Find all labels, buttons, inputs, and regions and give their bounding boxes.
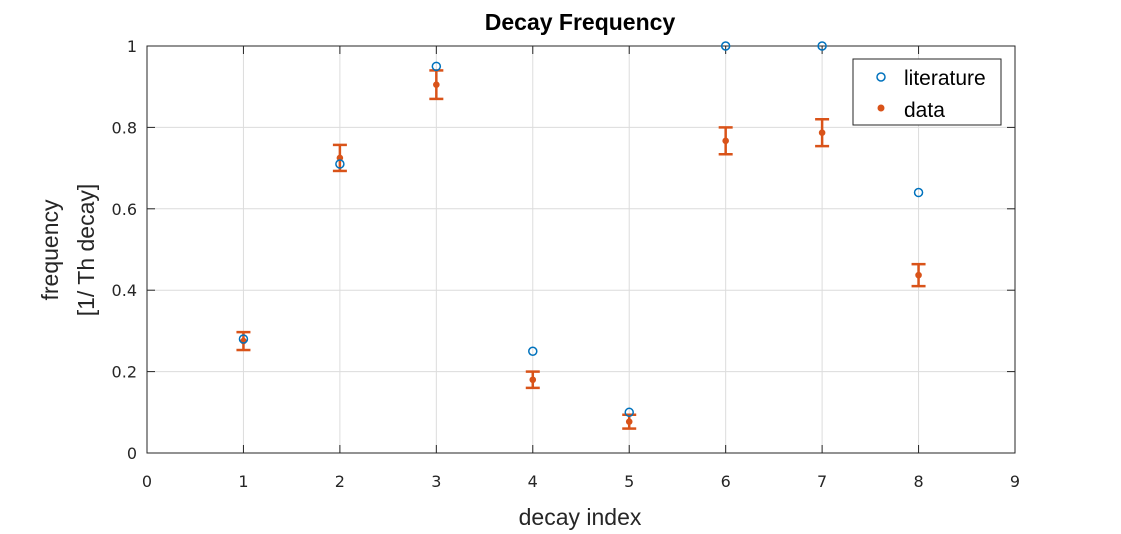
data-point xyxy=(625,418,633,425)
x-tick-labels: 0 1 2 3 4 5 6 7 8 9 xyxy=(142,472,1020,491)
x-tick-label: 8 xyxy=(913,472,923,491)
data-point-group xyxy=(911,262,926,288)
data-marks xyxy=(236,41,926,430)
data-point xyxy=(529,376,537,384)
x-tick-label: 3 xyxy=(431,472,441,491)
literature-point xyxy=(431,61,442,72)
axis-ticks xyxy=(146,45,1016,454)
chart-title: Decay Frequency xyxy=(485,9,676,35)
legend-data-marker xyxy=(877,104,885,112)
literature-point xyxy=(335,159,345,169)
y-axis-label-line2: [1/ Th decay] xyxy=(73,184,99,317)
legend-data-label: data xyxy=(904,99,945,122)
legend: literature data xyxy=(852,58,1002,126)
legend-box xyxy=(852,58,1002,126)
data-point-group xyxy=(815,118,830,148)
literature-point xyxy=(817,41,827,51)
literature-point xyxy=(720,41,731,51)
plot-frame xyxy=(146,45,1016,454)
data-point-group xyxy=(718,126,733,156)
x-tick-label: 9 xyxy=(1010,472,1020,491)
data-point-group xyxy=(622,413,637,430)
data-point xyxy=(818,129,826,136)
legend-literature-label: literature xyxy=(904,67,986,90)
y-tick-label: 0.2 xyxy=(112,363,137,382)
y-tick-label: 0.6 xyxy=(112,200,137,219)
y-axis-label-line1: frequency xyxy=(37,199,63,301)
data-point-group xyxy=(429,69,444,101)
literature-point xyxy=(238,334,249,344)
y-tick-label: 1 xyxy=(127,37,137,56)
data-point-group xyxy=(525,370,540,390)
x-tick-label: 6 xyxy=(721,472,731,491)
literature-point xyxy=(913,187,924,198)
x-tick-label: 0 xyxy=(142,472,152,491)
data-point xyxy=(433,81,440,88)
x-tick-label: 1 xyxy=(238,472,248,491)
data-point-group xyxy=(332,143,347,173)
x-tick-label: 7 xyxy=(817,472,827,491)
y-tick-labels: 0 0.2 0.4 0.6 0.8 1 xyxy=(112,37,137,463)
legend-literature-marker xyxy=(876,72,886,82)
data-point xyxy=(915,271,922,279)
x-tick-label: 5 xyxy=(624,472,634,491)
y-tick-label: 0.8 xyxy=(112,118,137,137)
y-tick-label: 0 xyxy=(127,444,137,463)
literature-point xyxy=(528,346,538,356)
x-tick-label: 4 xyxy=(528,472,538,491)
x-tick-label: 2 xyxy=(335,472,345,491)
literature-point xyxy=(624,407,634,418)
data-point xyxy=(722,137,729,145)
x-axis-label: decay index xyxy=(519,504,642,530)
y-tick-label: 0.4 xyxy=(112,281,137,300)
